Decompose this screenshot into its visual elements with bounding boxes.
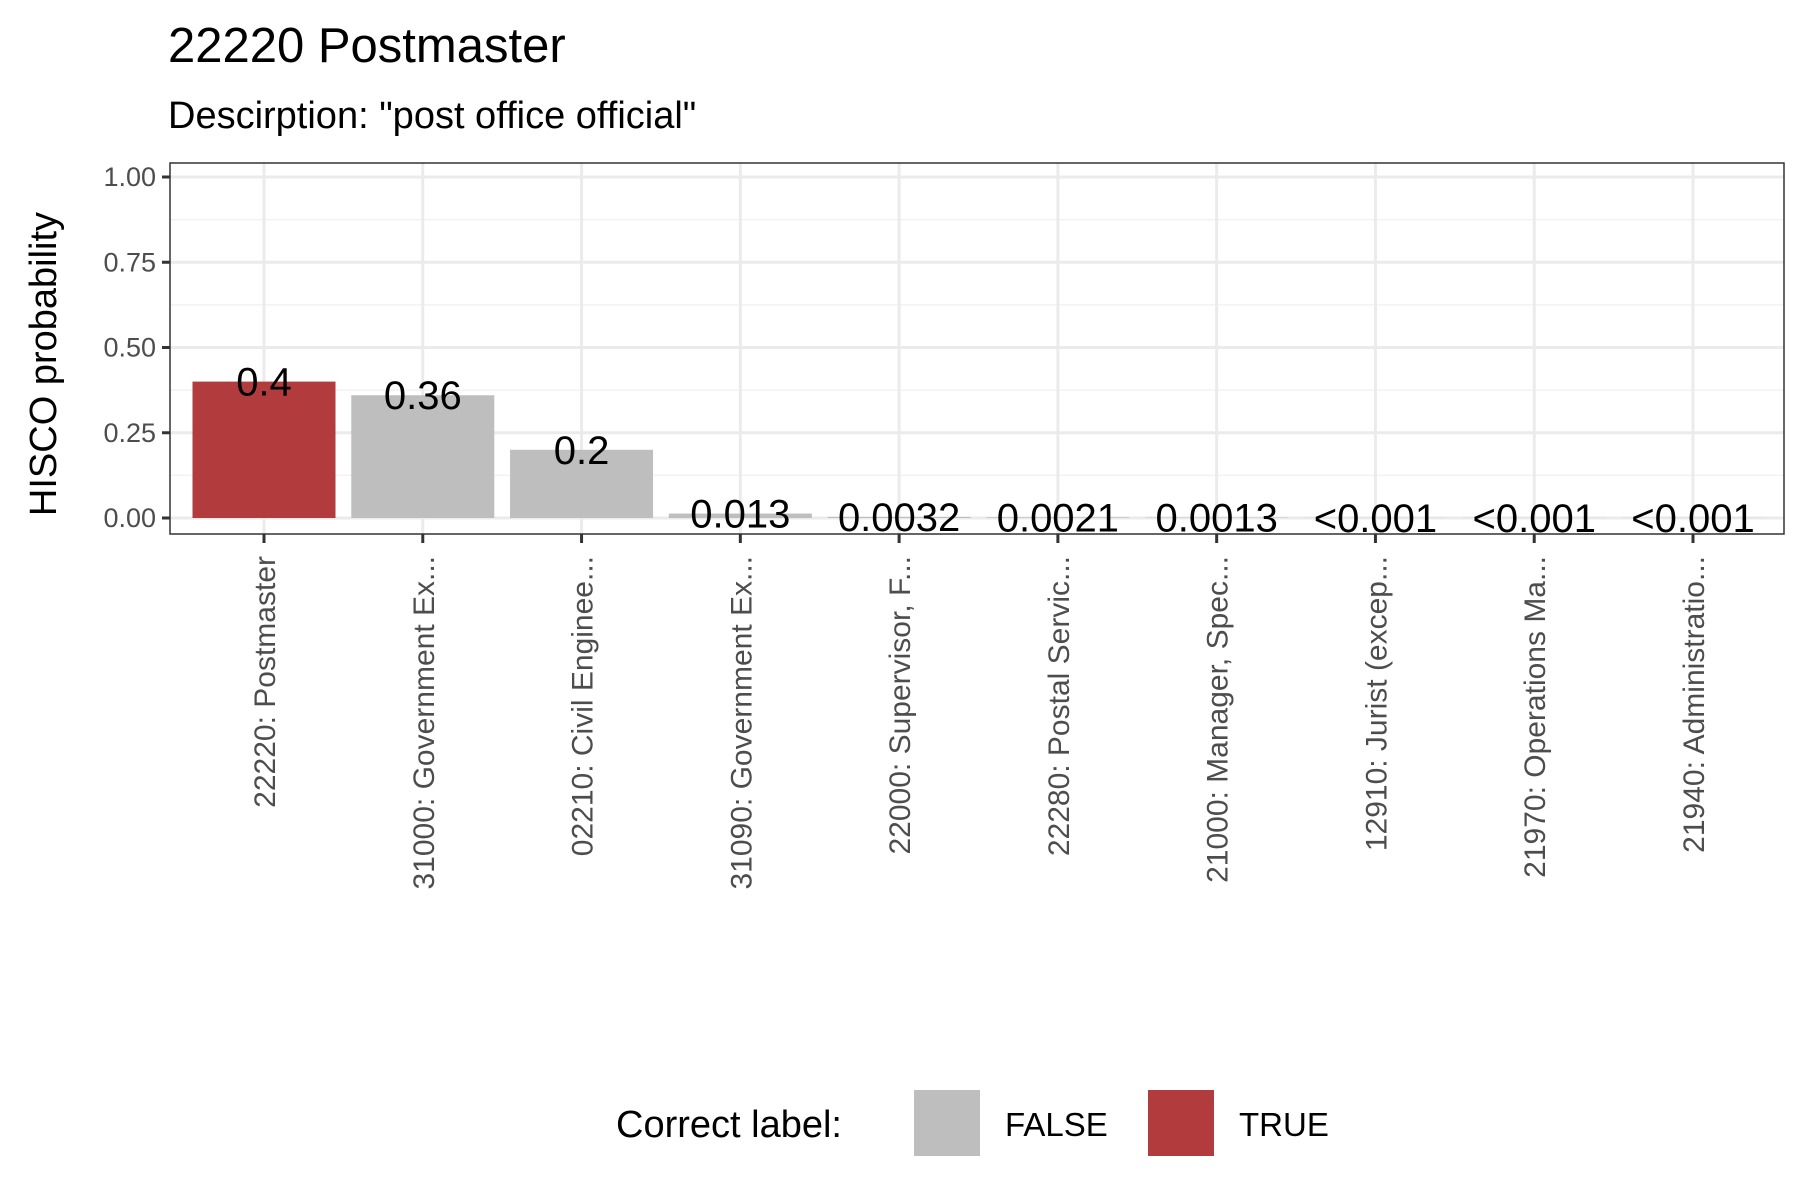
y-axis-label: HISCO probability xyxy=(23,212,65,516)
x-tick-label: 22000: Supervisor, F... xyxy=(884,556,917,855)
x-tick-label: 02210: Civil Enginee... xyxy=(567,556,600,856)
bar xyxy=(668,513,812,518)
legend-key xyxy=(914,1090,980,1156)
bar xyxy=(827,516,971,518)
y-tick-label: 0.25 xyxy=(103,418,156,448)
legend-key xyxy=(1148,1090,1214,1156)
data-label: 0.0013 xyxy=(1155,497,1277,541)
data-label: 0.36 xyxy=(384,374,462,418)
chart-subtitle: Descirption: "post office official" xyxy=(168,95,696,137)
legend: Correct label: FALSE TRUE xyxy=(616,1090,1329,1156)
bar xyxy=(351,395,495,518)
bar xyxy=(510,449,654,518)
x-tick-label: 21940: Administratio... xyxy=(1678,556,1711,853)
data-label: 0.0032 xyxy=(838,496,960,540)
data-label: 0.0021 xyxy=(997,496,1119,540)
x-axis: 22220: Postmaster 31000: Government Ex...… xyxy=(249,534,1711,890)
y-tick-label: 0.75 xyxy=(103,247,156,277)
bars xyxy=(192,381,1765,518)
data-label: 0.4 xyxy=(236,361,292,405)
y-tick-label: 0.50 xyxy=(103,333,156,363)
y-tick-label: 0.00 xyxy=(103,503,156,533)
x-tick-label: 21970: Operations Ma... xyxy=(1519,556,1552,878)
bar xyxy=(986,517,1130,518)
legend-label: TRUE xyxy=(1239,1106,1329,1143)
legend-title: Correct label: xyxy=(616,1104,842,1146)
data-label: 0.013 xyxy=(690,493,790,537)
x-tick-label: 21000: Manager, Spec... xyxy=(1202,556,1235,883)
x-tick-label: 31000: Government Ex... xyxy=(408,556,441,890)
x-tick-label: 22220: Postmaster xyxy=(249,556,282,808)
data-label: 0.2 xyxy=(554,429,610,473)
y-tick-label: 1.00 xyxy=(103,162,156,192)
chart-title: 22220 Postmaster xyxy=(168,19,566,73)
x-tick-label: 12910: Jurist (excep... xyxy=(1360,556,1393,851)
x-tick-label: 22280: Postal Servic... xyxy=(1043,556,1076,856)
legend-label: FALSE xyxy=(1005,1106,1108,1143)
x-tick-label: 31090: Government Ex... xyxy=(725,556,758,890)
bar xyxy=(192,381,336,518)
y-axis: 0.00 0.25 0.50 0.75 1.00 xyxy=(103,162,170,533)
